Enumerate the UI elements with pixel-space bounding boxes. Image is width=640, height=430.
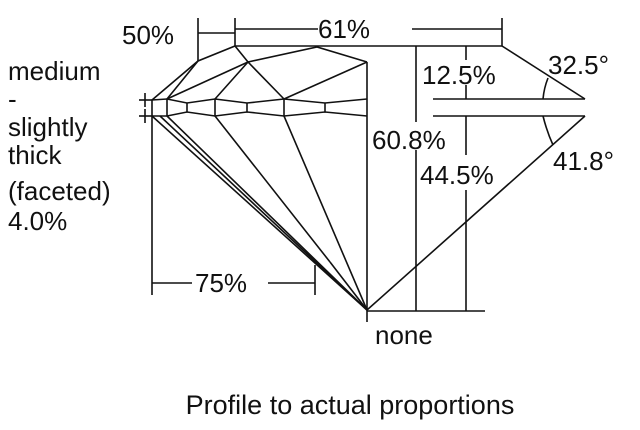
- girdle-line: (faceted): [8, 176, 111, 206]
- crown-height-label: 12.5%: [422, 60, 496, 90]
- culet-label: none: [375, 320, 433, 350]
- pavilion-angle-label: 41.8°: [553, 146, 614, 176]
- diamond-outline: [139, 45, 586, 322]
- lower-half-label: 75%: [195, 268, 247, 298]
- table-half-label: 50%: [122, 20, 174, 50]
- total-depth-label: 60.8%: [372, 125, 446, 155]
- girdle-label: medium - slightly thick (faceted) 4.0%: [8, 56, 111, 236]
- crown-angle-label: 32.5°: [548, 50, 609, 80]
- girdle-line: medium: [8, 56, 100, 86]
- girdle-line: -: [8, 84, 17, 114]
- dimension-lines: [151, 18, 554, 312]
- girdle-line: slightly: [8, 112, 87, 142]
- girdle-line: thick: [8, 140, 62, 170]
- girdle-line: 4.0%: [8, 206, 67, 236]
- table-label: 61%: [318, 14, 370, 44]
- pavilion-depth-label: 44.5%: [420, 160, 494, 190]
- caption: Profile to actual proportions: [186, 390, 515, 420]
